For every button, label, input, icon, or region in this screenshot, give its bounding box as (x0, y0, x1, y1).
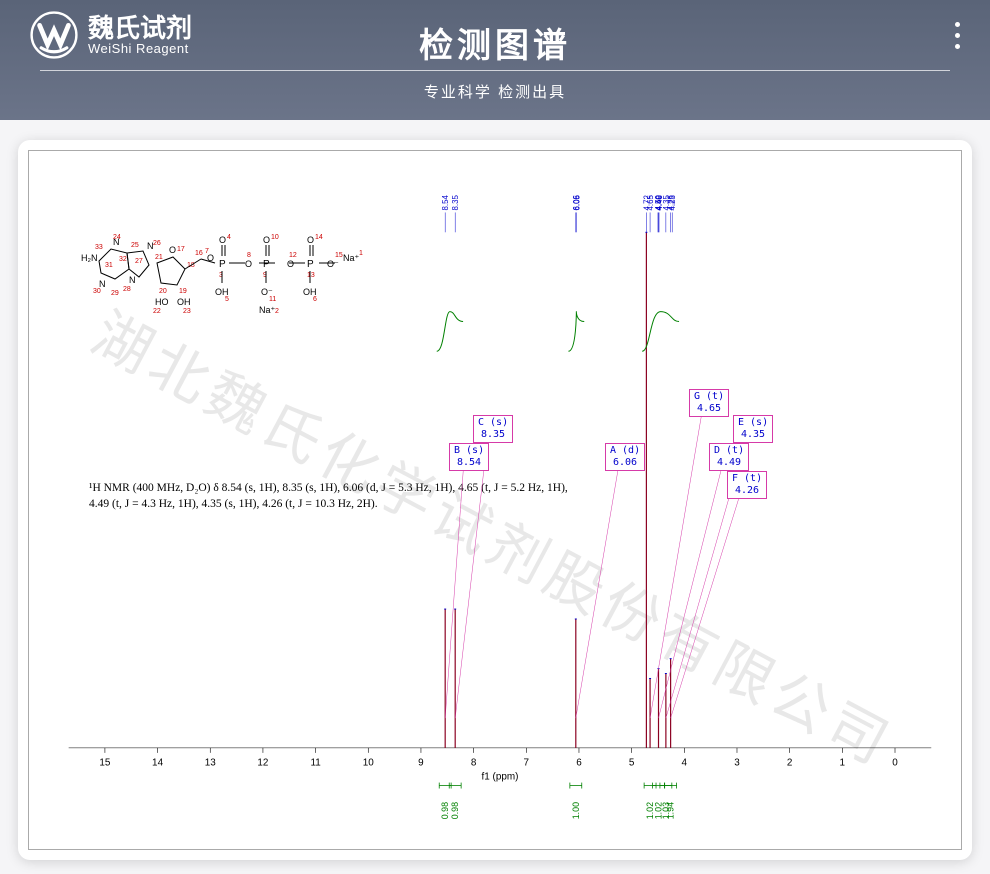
svg-text:15: 15 (99, 758, 111, 769)
nmr-plot: 湖北魏氏化学试剂股份有限公司 H₂N 33 N 24 25 N 26 N 28 … (28, 150, 962, 850)
svg-text:3: 3 (734, 758, 740, 769)
peak-box-A: A (d)6.06 (605, 443, 645, 471)
svg-text:8: 8 (471, 758, 477, 769)
svg-text:4.23: 4.23 (668, 194, 677, 210)
svg-text:4: 4 (682, 758, 688, 769)
svg-text:f1 (ppm): f1 (ppm) (482, 772, 519, 783)
svg-text:8.54: 8.54 (441, 194, 450, 210)
svg-text:1.94: 1.94 (666, 802, 676, 819)
peak-box-F: F (t)4.26 (727, 471, 767, 499)
svg-text:14: 14 (152, 758, 164, 769)
svg-text:0.98: 0.98 (450, 802, 460, 819)
svg-text:2: 2 (787, 758, 793, 769)
svg-text:1.00: 1.00 (571, 802, 581, 819)
svg-text:1: 1 (840, 758, 846, 769)
svg-text:13: 13 (205, 758, 217, 769)
svg-text:9: 9 (418, 758, 424, 769)
svg-text:6: 6 (576, 758, 582, 769)
svg-text:8.35: 8.35 (451, 194, 460, 210)
peak-box-C: C (s)8.35 (473, 415, 513, 443)
svg-text:0.98: 0.98 (440, 802, 450, 819)
logo-cn: 魏氏试剂 (88, 14, 192, 43)
logo-icon (30, 11, 78, 59)
spectrum-svg: 1514131211109876543210f1 (ppm)0.980.981.… (29, 151, 961, 849)
header-bar: 魏氏试剂 WeiShi Reagent 检测图谱 专业科学 检测出具 (0, 0, 990, 120)
menu-dots-icon[interactable] (955, 22, 960, 49)
svg-text:0: 0 (892, 758, 898, 769)
logo-en: WeiShi Reagent (88, 42, 192, 56)
header-subtitle: 专业科学 检测出具 (30, 71, 960, 102)
header-top-row: 魏氏试剂 WeiShi Reagent 检测图谱 (30, 0, 960, 70)
page-title: 检测图谱 (419, 18, 571, 67)
peak-box-D: D (t)4.49 (709, 443, 749, 471)
peak-box-B: B (s)8.54 (449, 443, 489, 471)
svg-text:6.05: 6.05 (572, 194, 581, 210)
peak-box-G: G (t)4.65 (689, 389, 729, 417)
svg-text:7: 7 (524, 758, 530, 769)
svg-text:10: 10 (363, 758, 375, 769)
peak-box-E: E (s)4.35 (733, 415, 773, 443)
logo-block: 魏氏试剂 WeiShi Reagent (30, 11, 192, 59)
svg-text:11: 11 (310, 758, 321, 769)
spectrum-card: 湖北魏氏化学试剂股份有限公司 H₂N 33 N 24 25 N 26 N 28 … (18, 140, 972, 860)
svg-text:12: 12 (257, 758, 269, 769)
svg-text:5: 5 (629, 758, 635, 769)
logo-text: 魏氏试剂 WeiShi Reagent (88, 14, 192, 57)
